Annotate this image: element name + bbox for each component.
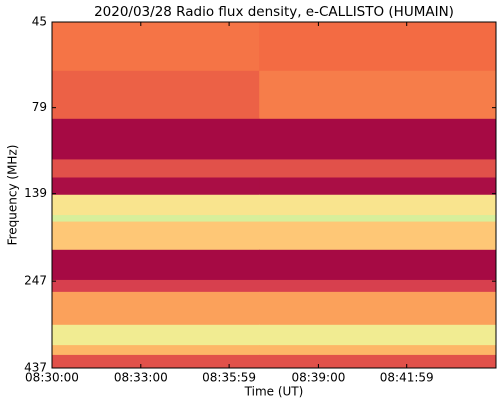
heatmap-cell [52,118,260,160]
plot-frame [51,21,497,369]
heatmap-cell [259,177,497,196]
y-tick-label: 247 [24,274,47,288]
heatmap-cell [52,177,260,196]
heatmap-cell [259,159,497,178]
heatmap-cell [259,221,497,251]
heatmap-cell [52,70,260,120]
heatmap-cell [259,215,497,223]
chart-title: 2020/03/28 Radio flux density, e-CALLIST… [94,4,454,20]
heatmap-cell [52,354,260,369]
heatmap-cell [52,159,260,178]
heatmap-cell [259,194,497,216]
heatmap-cell [259,118,497,160]
y-axis-label: Frequency (MHz) [6,145,20,246]
heatmap-cell [52,215,260,223]
x-tick-label: 08:35:59 [202,371,256,385]
y-tick-label: 45 [32,15,47,29]
x-tick-label: 08:41:59 [380,371,434,385]
heatmap-cell [259,279,497,293]
heatmap-cell [259,22,497,72]
heatmap-cell [52,345,260,356]
heatmap-cell [52,221,260,251]
y-tick-label: 79 [32,100,47,114]
heatmap-cell [52,324,260,346]
heatmap-cell [259,354,497,369]
heatmap-cell [52,249,260,281]
x-tick-label: 08:30:00 [25,371,79,385]
heatmap-cell [259,70,497,120]
heatmap-cell [52,194,260,216]
heatmap-cell [52,279,260,293]
heatmap-cell [52,22,260,72]
heatmap-cell [259,291,497,326]
heatmap-cell [259,324,497,346]
x-tick-label: 08:39:00 [291,371,345,385]
x-tick-label: 08:33:00 [114,371,168,385]
heatmap-cell [259,345,497,356]
y-tick-label: 437 [24,361,47,375]
x-axis-label: Time (UT) [244,385,304,399]
heatmap-cell [259,249,497,281]
y-tick-label: 139 [24,186,47,200]
heatmap-cell [52,291,260,326]
